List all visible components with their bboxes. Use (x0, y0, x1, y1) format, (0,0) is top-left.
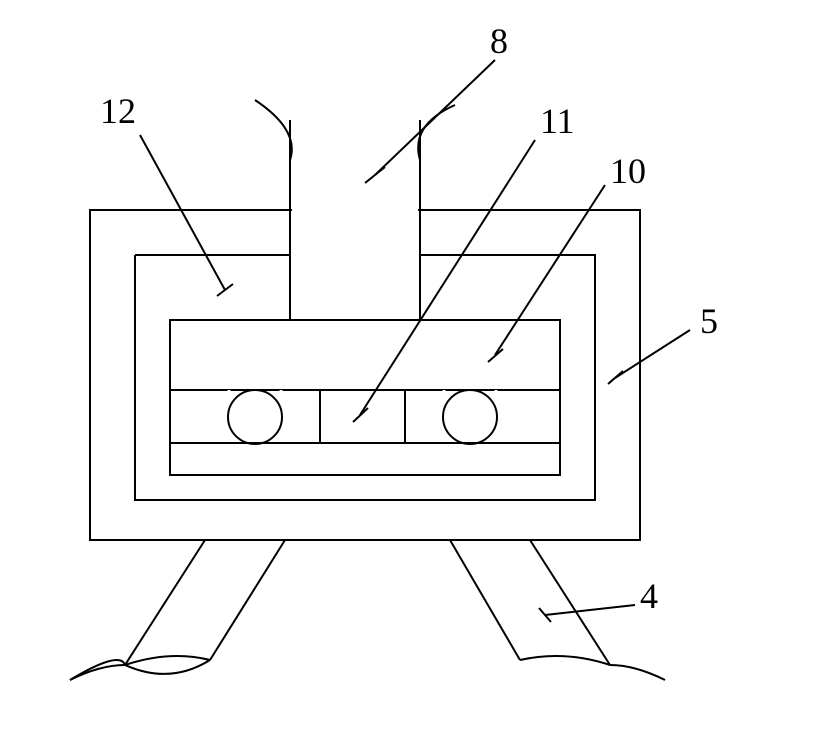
leader-11 (360, 140, 535, 415)
leaders (140, 60, 690, 622)
box5-inner (135, 255, 595, 500)
bearing-lower-plate (170, 443, 560, 475)
label-5: 5 (700, 300, 718, 342)
label-8: 8 (490, 20, 508, 62)
diagram-root: 8 12 11 10 5 4 (0, 0, 813, 738)
leader-12 (140, 135, 225, 290)
bearing-ball (228, 390, 282, 444)
label-10: 10 (610, 150, 646, 192)
label-4: 4 (640, 575, 658, 617)
shaft8-break-right (418, 105, 455, 160)
leader-5 (615, 330, 690, 378)
shaft8-break-left (255, 100, 292, 160)
label-11: 11 (540, 100, 575, 142)
plate10 (170, 320, 560, 390)
label-12: 12 (100, 90, 136, 132)
leg-left-break (70, 660, 210, 680)
leader-8 (375, 60, 495, 175)
bearing-ball (443, 390, 497, 444)
leader-4 (545, 605, 635, 615)
